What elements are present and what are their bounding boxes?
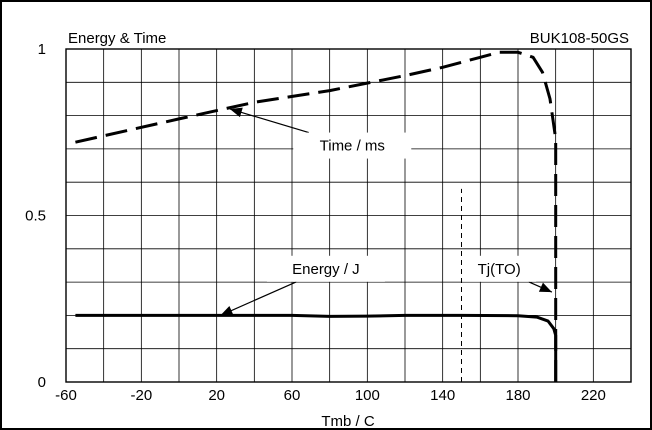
annotation-box — [266, 255, 385, 282]
x-tick-label: 220 — [581, 387, 606, 404]
x-axis-label: Tmb / C — [321, 413, 375, 430]
annotation-arrowhead — [220, 305, 234, 316]
annotation-arrowhead — [229, 107, 243, 118]
annotation-arrowhead — [538, 282, 552, 293]
annotation-leader — [229, 108, 309, 134]
annotation-label: Energy / J — [292, 261, 360, 278]
x-tick-label: 20 — [208, 387, 225, 404]
x-tick-label: 140 — [430, 387, 455, 404]
chart-title: Energy & Time — [68, 30, 166, 47]
x-tick-label: 60 — [284, 387, 301, 404]
part-number: BUK108-50GS — [530, 30, 629, 47]
annotation-box — [293, 132, 412, 159]
grid — [66, 49, 631, 382]
x-tick-label: 100 — [355, 387, 380, 404]
series-time-line — [75, 50, 558, 382]
annotation-leader — [220, 281, 297, 316]
annotation-label: Tj(TO) — [478, 261, 521, 278]
x-tick-label: -60 — [55, 387, 77, 404]
series-energy-line — [75, 313, 558, 382]
y-tick-label: 0.5 — [25, 208, 46, 225]
annotation-label: Time / ms — [320, 138, 385, 155]
plot-frame — [65, 48, 632, 383]
annotation-box — [462, 255, 537, 282]
annotation-layer: Time / ms Energy / J Tj(TO) — [220, 107, 553, 316]
series-layer — [75, 50, 558, 382]
y-tick-label: 0 — [38, 374, 46, 391]
tick-labels: -60 -20 20 60 100 140 180 220 0 0.5 1 — [25, 41, 606, 404]
y-tick-label: 1 — [38, 41, 46, 58]
x-tick-label: 180 — [505, 387, 530, 404]
x-tick-label: -20 — [130, 387, 152, 404]
